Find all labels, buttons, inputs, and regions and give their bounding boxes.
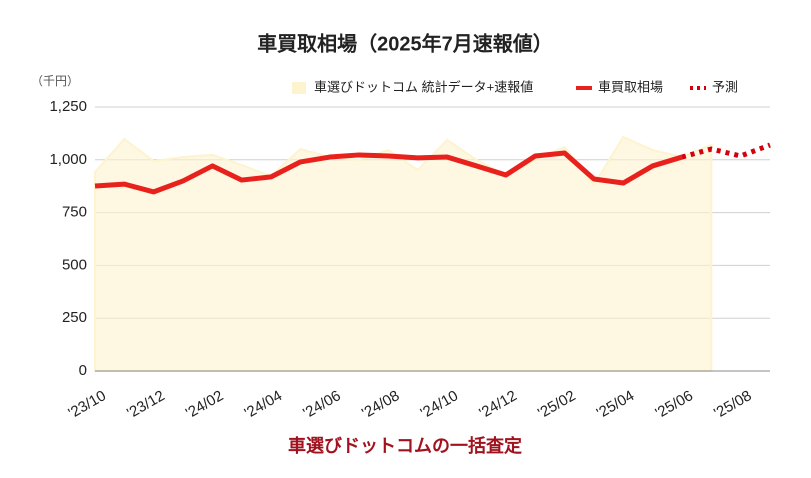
x-tick-label: '25/04 bbox=[594, 387, 637, 422]
y-tick-label: 250 bbox=[62, 309, 87, 326]
x-tick-label: '24/10 bbox=[418, 387, 461, 422]
x-tick-label: '23/12 bbox=[124, 387, 167, 422]
legend-swatch bbox=[292, 82, 306, 94]
x-tick-label: '23/10 bbox=[65, 387, 108, 422]
x-tick-label: '25/06 bbox=[652, 387, 695, 422]
x-tick-label: '24/12 bbox=[476, 387, 519, 422]
y-unit: （千円） bbox=[31, 74, 79, 88]
legend-label: 車選びドットコム 統計データ+速報値 bbox=[314, 79, 533, 94]
x-tick-label: '25/02 bbox=[535, 387, 578, 422]
y-tick-label: 0 bbox=[79, 362, 87, 379]
forecast-line bbox=[681, 142, 771, 160]
y-tick-label: 500 bbox=[62, 256, 87, 273]
area bbox=[94, 135, 713, 372]
data bbox=[94, 135, 771, 372]
x-tick-label: '24/02 bbox=[183, 387, 226, 422]
y-tick-label: 1,250 bbox=[49, 98, 87, 115]
y-tick-label: 750 bbox=[62, 204, 87, 221]
y-tick-label: 1,000 bbox=[49, 151, 87, 168]
footer: 車選びドットコムの一括査定 bbox=[288, 435, 522, 456]
x-tick-label: '25/08 bbox=[711, 387, 754, 422]
x-tick-label: '24/06 bbox=[300, 387, 343, 422]
chart-title: 車買取相場（2025年7月速報値） bbox=[257, 31, 553, 55]
legend-label: 車買取相場 bbox=[598, 79, 663, 94]
x-tick-label: '24/04 bbox=[242, 387, 285, 422]
x-tick-label: '24/08 bbox=[359, 387, 402, 422]
line bbox=[94, 150, 683, 195]
legend-label: 予測 bbox=[712, 79, 738, 94]
